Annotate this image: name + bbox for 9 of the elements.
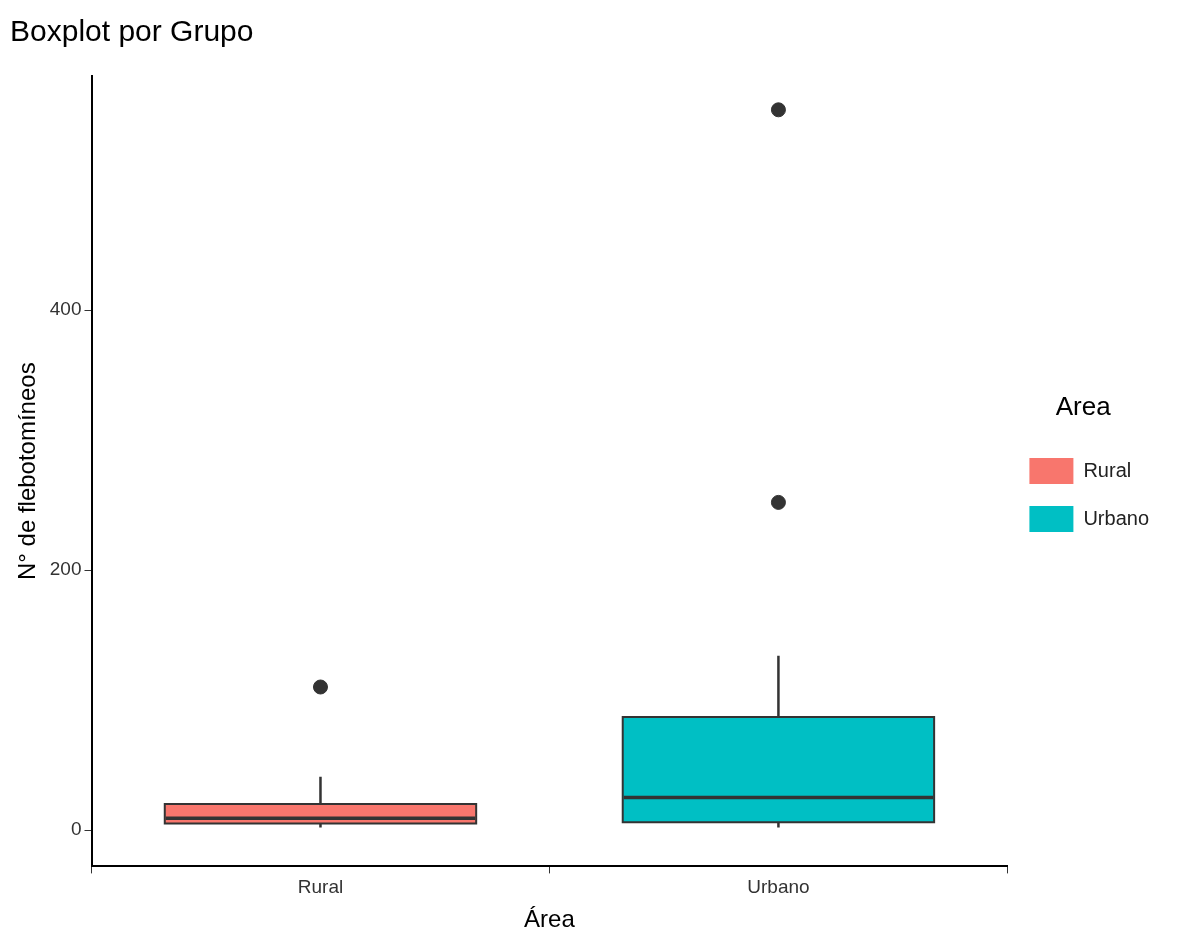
y-tick-label: 0 (70, 818, 82, 840)
legend-title: Area (1055, 391, 1112, 422)
legend-label: Urbano (1083, 506, 1150, 529)
y-axis-title: N° de flebotomíneos (13, 362, 41, 581)
legend-label: Rural (1083, 458, 1132, 481)
y-tick-label: 200 (49, 558, 82, 580)
chart-title: Boxplot por Grupo (10, 14, 254, 48)
x-axis-title: Área (524, 905, 576, 933)
y-tick-label: 400 (49, 298, 82, 320)
